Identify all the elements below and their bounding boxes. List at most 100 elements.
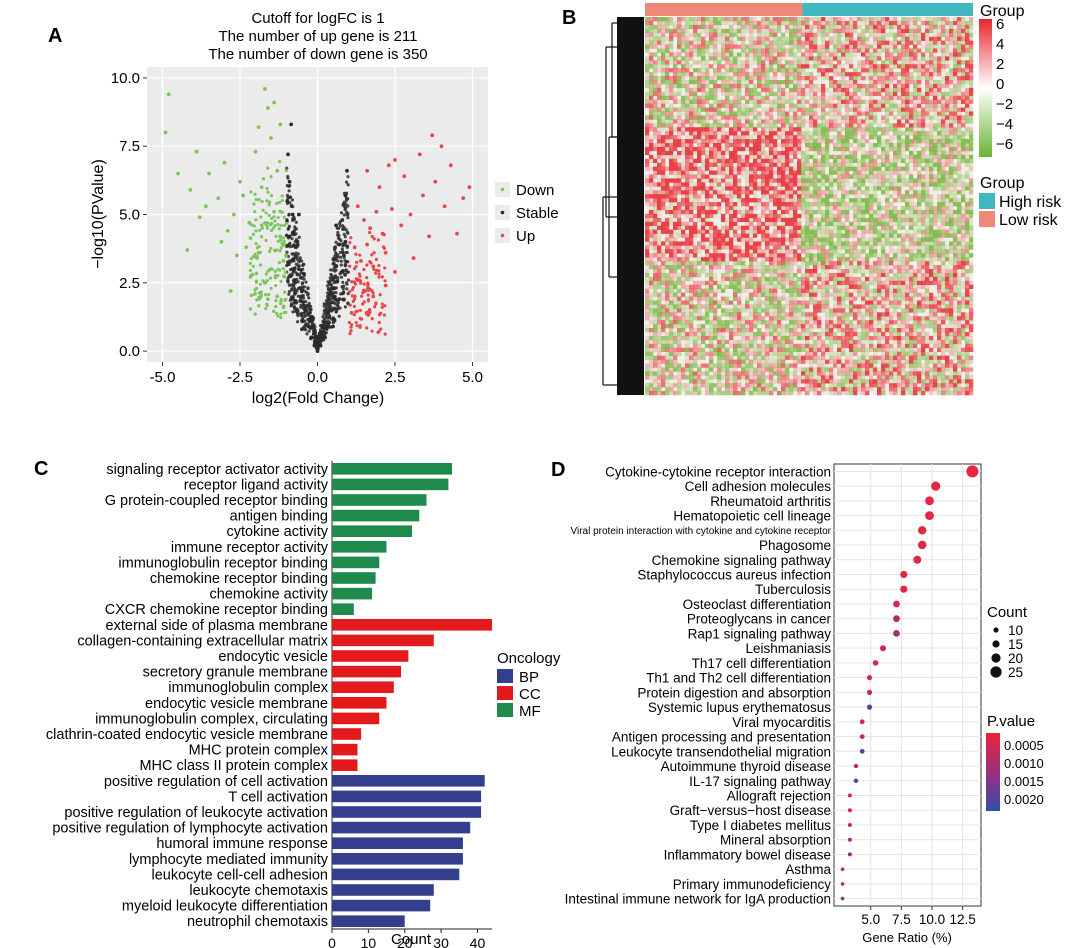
heatmap-cell [681,24,686,30]
heatmap-cell [825,198,830,203]
volcano-point-stable [287,226,291,230]
heatmap-cell [961,194,966,199]
volcano-point-up [359,259,363,263]
heatmap-cell [677,60,682,65]
volcano-point-stable [287,274,291,279]
heatmap-cell [649,115,654,120]
volcano-point-down [249,274,253,278]
heatmap-cell [841,127,846,132]
heatmap-cell [825,139,830,144]
heatmap-cell [957,221,962,226]
volcano-point-stable [325,291,330,295]
heatmap-cell [893,87,898,93]
heatmap-cell [773,80,778,85]
heatmap-cell [673,170,678,175]
heatmap-cell [649,52,654,57]
heatmap-cell [753,143,758,148]
heatmap-cell [753,44,758,49]
heatmap-cell [937,119,942,124]
heatmap-cell [889,213,894,219]
heatmap-cell [945,182,950,187]
heatmap-cell [945,127,950,132]
heatmap-cell [905,217,910,223]
heatmap-cell [805,190,810,195]
heatmap-cell [889,64,894,69]
heatmap-cell [645,64,650,69]
volcano-point-down [279,279,283,284]
heatmap-cell [677,150,682,156]
volcano-point-stable [337,314,341,318]
heatmap-cell [949,103,954,108]
heatmap-cell [957,76,962,81]
heatmap-cell [713,87,718,93]
heatmap-cell [893,103,898,108]
heatmap-cell [945,158,950,163]
volcano-point-up [383,304,387,308]
heatmap-cell [893,115,898,120]
heatmap-cell [929,202,934,207]
heatmap-cell [785,158,790,163]
heatmap-cell [781,99,786,104]
heatmap-cell [937,194,942,199]
heatmap-cell [657,123,662,128]
heatmap-cell [717,60,722,65]
heatmap-cell [713,178,718,183]
heatmap-cell [945,186,950,191]
heatmap-cell [925,190,930,195]
heatmap-cell [841,182,846,187]
heatmap-cell [861,119,866,124]
heatmap-cell [937,154,942,160]
heatmap-cell [725,170,730,175]
heatmap-cell [725,80,730,85]
heatmap-cell [845,182,850,187]
heatmap-cell [837,87,842,93]
heatmap-cell [665,40,670,45]
heatmap-cell [693,186,698,191]
volcano-point-down [274,299,278,303]
heatmap-cell [881,154,886,160]
heatmap-cell [929,213,934,219]
heatmap-cell [721,87,726,93]
heatmap-cell [789,127,794,132]
heatmap-cell [717,83,722,89]
heatmap-cell [861,198,866,203]
heatmap-cell [865,68,870,73]
heatmap-cell [953,32,958,37]
heatmap-cell [917,139,922,144]
volcano-point-stable [336,230,340,235]
volcano-point-up [390,207,394,211]
heatmap-cell [705,213,710,219]
heatmap-cell [877,209,882,215]
heatmap-cell [733,166,738,171]
heatmap-cell [969,80,974,85]
heatmap-cell [877,182,882,187]
heatmap-cell [793,48,798,53]
heatmap-cell [729,56,734,61]
heatmap-cell [677,83,682,89]
heatmap-cell [769,24,774,30]
heatmap-cell [729,83,734,89]
heatmap-cell [721,48,726,53]
heatmap-cell [797,76,802,81]
heatmap-cell [769,194,774,199]
volcano-point-down [255,298,259,302]
heatmap-cell [777,127,782,132]
heatmap-cell [961,146,966,152]
heatmap-cell [725,17,730,22]
heatmap-cell [941,103,946,108]
heatmap-cell [797,198,802,203]
volcano-point-stable [294,220,298,224]
heatmap-cell [857,225,862,230]
heatmap-cell [853,99,858,104]
heatmap-cell [945,143,950,148]
heatmap-cell [957,217,962,223]
heatmap-cell [809,32,814,37]
heatmap-cell [949,80,954,85]
heatmap-cell [945,202,950,207]
heatmap-cell [701,150,706,156]
heatmap-cell [921,166,926,171]
volcano-point-up [358,308,363,313]
heatmap-cell [749,225,754,230]
volcano-point-up [349,236,353,240]
heatmap-cell [677,48,682,53]
